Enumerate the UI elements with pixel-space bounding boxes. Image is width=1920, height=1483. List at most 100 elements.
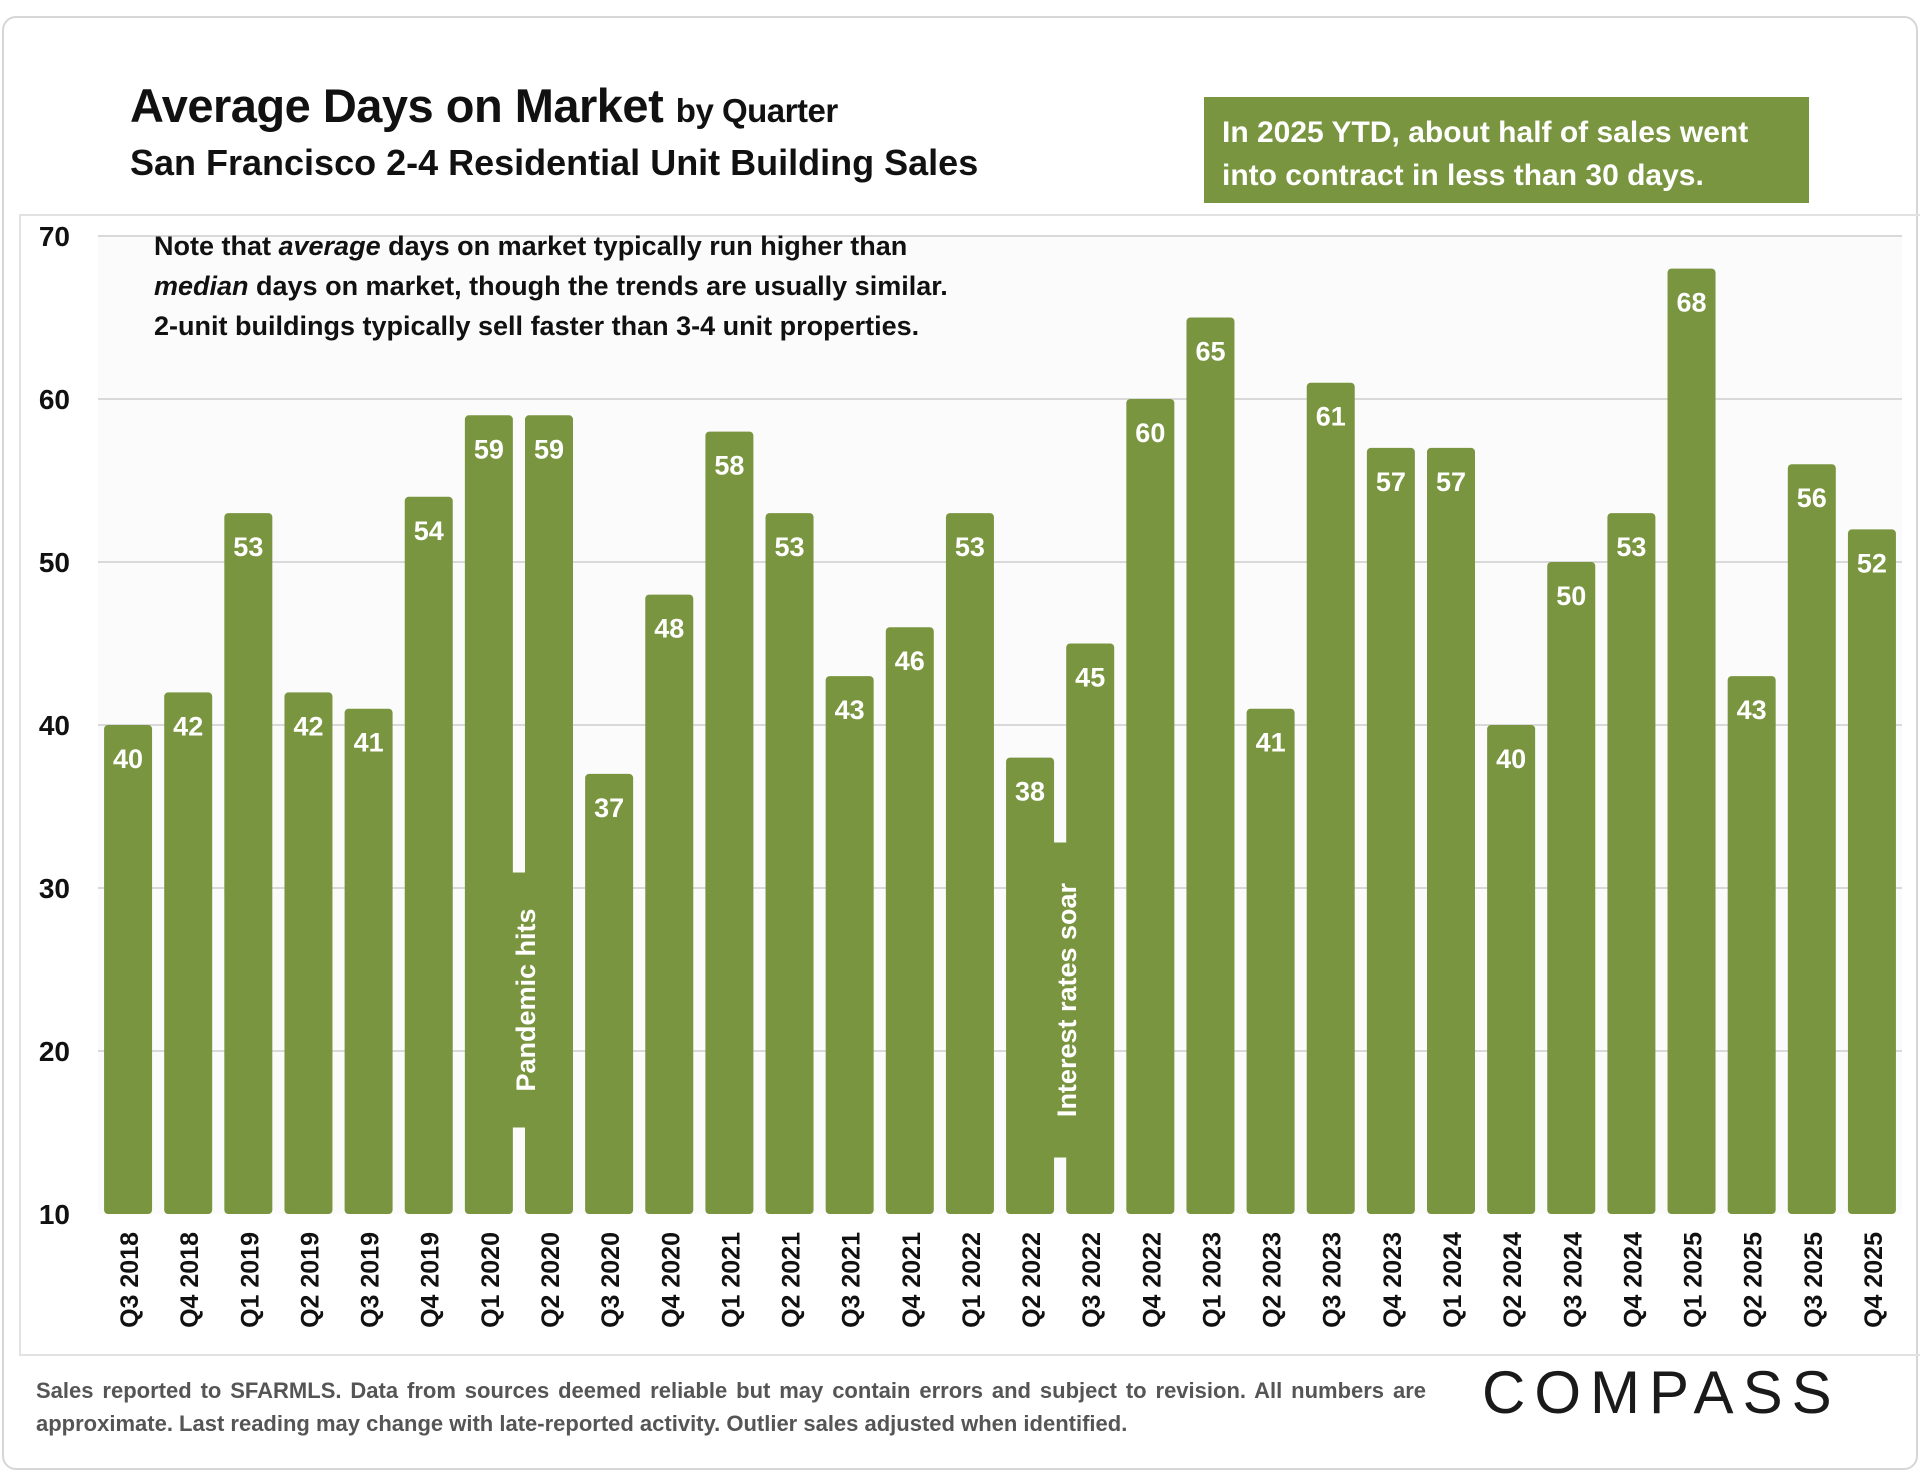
data-label: 40 [1496, 744, 1526, 774]
plot-frame [19, 214, 1920, 1356]
x-tick-label: Q3 2024 [1559, 1232, 1587, 1328]
x-tick-label: Q2 2023 [1259, 1232, 1287, 1328]
x-tick-label: Q1 2020 [477, 1232, 505, 1328]
bar [1186, 317, 1235, 1214]
y-tick-label: 70 [39, 221, 70, 252]
y-tick-label: 30 [39, 873, 70, 904]
data-label: 53 [233, 532, 263, 562]
callout-line-2: into contract in less than 30 days. [1222, 159, 1704, 192]
bar [1006, 757, 1055, 1214]
data-label: 42 [293, 711, 323, 741]
bar [1547, 562, 1596, 1214]
data-label: 43 [1737, 695, 1767, 725]
data-label: 46 [895, 646, 925, 676]
x-tick-label: Q1 2024 [1439, 1232, 1467, 1328]
note-line-2: median days on market, though the trends… [154, 266, 1054, 306]
data-label: 48 [654, 614, 684, 644]
bar [1487, 725, 1536, 1214]
note-emphasis-average: average [278, 231, 381, 261]
x-tick-label: Q1 2019 [236, 1232, 264, 1328]
x-tick-label: Q4 2023 [1379, 1232, 1407, 1328]
chart-subtitle: San Francisco 2-4 Residential Unit Build… [130, 142, 979, 183]
x-tick-label: Q1 2022 [958, 1232, 986, 1328]
y-tick-label: 10 [39, 1199, 70, 1230]
data-label: 65 [1195, 337, 1225, 367]
data-label: 43 [835, 695, 865, 725]
x-tick-label: Q3 2021 [838, 1232, 866, 1328]
data-label: 61 [1316, 402, 1346, 432]
data-label: 60 [1135, 418, 1165, 448]
bar [1667, 268, 1716, 1215]
callout-line-1: In 2025 YTD, about half of sales went [1222, 116, 1749, 149]
note-text: days on market typically run higher than [380, 231, 908, 261]
data-label: 53 [1616, 532, 1646, 562]
chart-title: Average Days on Market by Quarter [130, 78, 838, 133]
x-tick-label: Q2 2019 [296, 1232, 324, 1328]
data-label: 41 [354, 728, 384, 758]
bar [224, 513, 273, 1214]
note-text: days on market, though the trends are us… [248, 271, 948, 301]
chart-title-main: Average Days on Market [130, 79, 664, 132]
bar [344, 708, 393, 1214]
annotation-interest-rates-bg [1044, 842, 1089, 1158]
data-label: 53 [775, 532, 805, 562]
y-tick-label: 50 [39, 547, 70, 578]
chart-title-suffix: by Quarter [675, 92, 838, 129]
bar [284, 692, 333, 1214]
bar [164, 692, 213, 1214]
note-line-1: Note that average days on market typical… [154, 226, 1054, 266]
y-tick-label: 40 [39, 710, 70, 741]
bar [765, 513, 814, 1214]
data-label: 41 [1256, 728, 1286, 758]
x-tick-label: Q2 2020 [537, 1232, 565, 1328]
bar [1126, 399, 1175, 1214]
data-label: 53 [955, 532, 985, 562]
data-label: 50 [1556, 581, 1586, 611]
x-tick-label: Q3 2020 [597, 1232, 625, 1328]
data-label: 58 [714, 451, 744, 481]
x-tick-label: Q4 2022 [1138, 1232, 1166, 1328]
callout-box: In 2025 YTD, about half of sales went in… [1204, 97, 1809, 203]
bar [1366, 447, 1415, 1214]
data-label: 42 [173, 711, 203, 741]
x-tick-label: Q2 2022 [1018, 1232, 1046, 1328]
bar [705, 431, 754, 1215]
data-label: 59 [474, 434, 504, 464]
bar [885, 627, 934, 1214]
bar [1246, 708, 1295, 1214]
note-text: Note that [154, 231, 279, 261]
x-tick-label: Q4 2019 [417, 1232, 445, 1328]
bar [1427, 447, 1475, 1214]
annotation-pandemic-bg [502, 872, 547, 1128]
x-tick-label: Q3 2018 [116, 1232, 144, 1328]
annotation-interest-rates: Interest rates soar [1052, 882, 1082, 1117]
x-tick-label: Q2 2024 [1499, 1232, 1527, 1328]
x-tick-label: Q4 2018 [176, 1232, 204, 1328]
x-tick-label: Q4 2020 [657, 1232, 685, 1328]
bar [945, 513, 994, 1214]
bar [585, 773, 634, 1214]
note-emphasis-median: median [154, 271, 249, 301]
x-tick-label: Q2 2021 [778, 1232, 806, 1328]
bar [404, 496, 453, 1214]
x-tick-label: Q1 2021 [717, 1232, 745, 1328]
x-tick-label: Q3 2019 [357, 1232, 385, 1328]
y-tick-label: 60 [39, 384, 70, 415]
data-label: 37 [594, 793, 624, 823]
bar [825, 676, 874, 1214]
bar [645, 594, 694, 1214]
x-tick-label: Q1 2023 [1198, 1232, 1226, 1328]
data-label: 45 [1075, 663, 1105, 693]
bar [464, 415, 513, 1214]
data-label: 57 [1376, 467, 1406, 497]
data-label: 54 [414, 516, 444, 546]
data-label: 52 [1857, 548, 1887, 578]
x-tick-label: Q3 2023 [1319, 1232, 1347, 1328]
bar [1727, 676, 1776, 1214]
bar [1607, 513, 1656, 1214]
data-label: 38 [1015, 777, 1045, 807]
compass-logo: COMPASS [1482, 1359, 1841, 1426]
x-tick-label: Q4 2021 [898, 1232, 926, 1328]
x-tick-label: Q4 2025 [1860, 1232, 1888, 1328]
